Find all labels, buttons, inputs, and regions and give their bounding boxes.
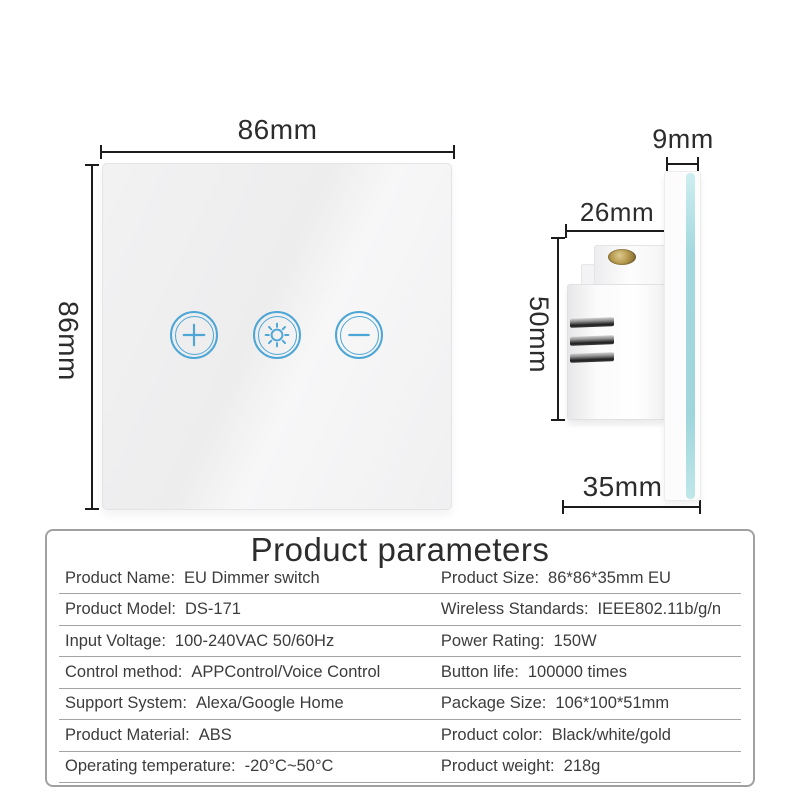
spec-label: Product Size: [440, 568, 540, 587]
table-row: Support System: Alexa/Google Home Packag… [59, 689, 741, 721]
front-height-label: 86mm [53, 301, 84, 381]
dimmer-brightness-button [253, 311, 301, 359]
spec-power-rating: Power Rating: 150W [441, 632, 741, 651]
spec-value: 106*100*51mm [555, 694, 670, 713]
table-row: Product Name: EU Dimmer switch Product S… [59, 563, 741, 595]
spec-label: Wireless Standards: [440, 600, 589, 619]
spec-label: Product Model: [65, 600, 176, 619]
spec-label: Product Name: [65, 568, 176, 587]
spec-operating-temperature: Operating temperature: -20°C~50°C [59, 757, 441, 776]
side-total-depth-dimension-line [562, 500, 701, 514]
spec-value: 100000 times [527, 662, 627, 681]
side-thickness-dimension-line [666, 157, 699, 171]
spec-support-system: Support System: Alexa/Google Home [59, 694, 441, 713]
side-depth-dimension-line [565, 224, 667, 238]
front-height-dimension-line [85, 164, 99, 510]
dimension-tick [699, 500, 701, 514]
spec-value: IEEE802.11b/g/n [597, 600, 722, 619]
front-width-dimension-line [100, 145, 455, 159]
spec-value: Black/white/gold [551, 725, 671, 744]
spec-control-method: Control method: APPControl/Voice Control [59, 663, 441, 682]
spec-product-name: Product Name: EU Dimmer switch [59, 569, 441, 588]
spec-product-size: Product Size: 86*86*35mm EU [441, 569, 741, 588]
spec-label: Power Rating: [440, 631, 545, 650]
spec-value: Alexa/Google Home [195, 694, 344, 713]
spec-label: Package Size: [440, 694, 547, 713]
mounting-screw [608, 249, 636, 265]
spec-value: 100-240VAC 50/60Hz [174, 631, 335, 650]
dimmer-decrease-button [335, 311, 383, 359]
dimension-line [100, 151, 455, 153]
sun-icon [264, 322, 290, 348]
spec-value: 218g [563, 757, 601, 776]
side-depth-label: 26mm [579, 197, 655, 227]
side-box-height-label: 50mm [524, 296, 554, 374]
spec-wireless-standards: Wireless Standards: IEEE802.11b/g/n [441, 600, 741, 619]
side-thickness-label: 9mm [652, 124, 714, 154]
dimmer-increase-button [170, 311, 218, 359]
dimension-tick [551, 419, 565, 421]
spec-label: Product color: [440, 725, 543, 744]
front-width-label: 86mm [237, 114, 318, 145]
spec-label: Operating temperature: [65, 757, 236, 776]
dimension-line [557, 237, 559, 421]
spec-value: ABS [198, 725, 232, 744]
dimension-tick [453, 145, 455, 159]
table-row: Input Voltage: 100-240VAC 50/60Hz Power … [59, 626, 741, 658]
spec-product-material: Product Material: ABS [59, 726, 441, 745]
table-row: Product Material: ABS Product color: Bla… [59, 720, 741, 752]
minus-icon [348, 333, 370, 337]
spec-product-weight: Product weight: 218g [441, 757, 741, 776]
spec-value: EU Dimmer switch [184, 568, 320, 587]
button-inner-ring [174, 315, 214, 355]
spec-value: DS-171 [184, 600, 241, 619]
dimension-tick [85, 508, 99, 510]
table-row: Control method: APPControl/Voice Control… [59, 657, 741, 689]
spec-label: Button life: [440, 662, 519, 681]
dimension-line [666, 163, 699, 165]
spec-input-voltage: Input Voltage: 100-240VAC 50/60Hz [59, 632, 441, 651]
spec-product-color: Product color: Black/white/gold [441, 726, 741, 745]
switch-side-panel [664, 171, 701, 501]
spec-label: Input Voltage: [65, 631, 166, 650]
product-parameters-table: Product parameters Product Name: EU Dimm… [45, 529, 755, 787]
spec-label: Product Material: [65, 725, 190, 744]
dimension-line [565, 230, 667, 232]
vent-slot [570, 335, 614, 346]
dimension-tick [697, 157, 699, 171]
spec-value: 150W [553, 631, 597, 650]
spec-label: Support System: [65, 694, 187, 713]
spec-product-model: Product Model: DS-171 [59, 600, 441, 619]
plus-icon [182, 323, 206, 347]
switch-backbox-top [594, 245, 665, 287]
side-box-height-dimension-line [551, 237, 565, 421]
spec-value: 86*86*35mm EU [548, 568, 671, 587]
glass-edge-highlight [686, 173, 695, 499]
spec-label: Control method: [65, 662, 183, 681]
table-rows: Product Name: EU Dimmer switch Product S… [59, 563, 741, 783]
spec-package-size: Package Size: 106*100*51mm [441, 694, 741, 713]
button-inner-ring [339, 315, 379, 355]
vent-slot [570, 352, 614, 363]
table-title: Product parameters [250, 531, 550, 568]
dimension-line [91, 164, 93, 510]
button-inner-ring [257, 315, 297, 355]
switch-front-panel [102, 163, 452, 510]
spec-button-life: Button life: 100000 times [441, 663, 741, 682]
spec-value: -20°C~50°C [244, 757, 334, 776]
side-total-depth-label: 35mm [582, 471, 663, 502]
table-row: Product Model: DS-171 Wireless Standards… [59, 594, 741, 626]
vent-slot [570, 317, 614, 328]
switch-backbox [567, 284, 665, 420]
table-row: Operating temperature: -20°C~50°C Produc… [59, 752, 741, 783]
spec-value: APPControl/Voice Control [191, 662, 381, 681]
dimension-line [562, 506, 701, 508]
spec-label: Product weight: [440, 757, 555, 776]
